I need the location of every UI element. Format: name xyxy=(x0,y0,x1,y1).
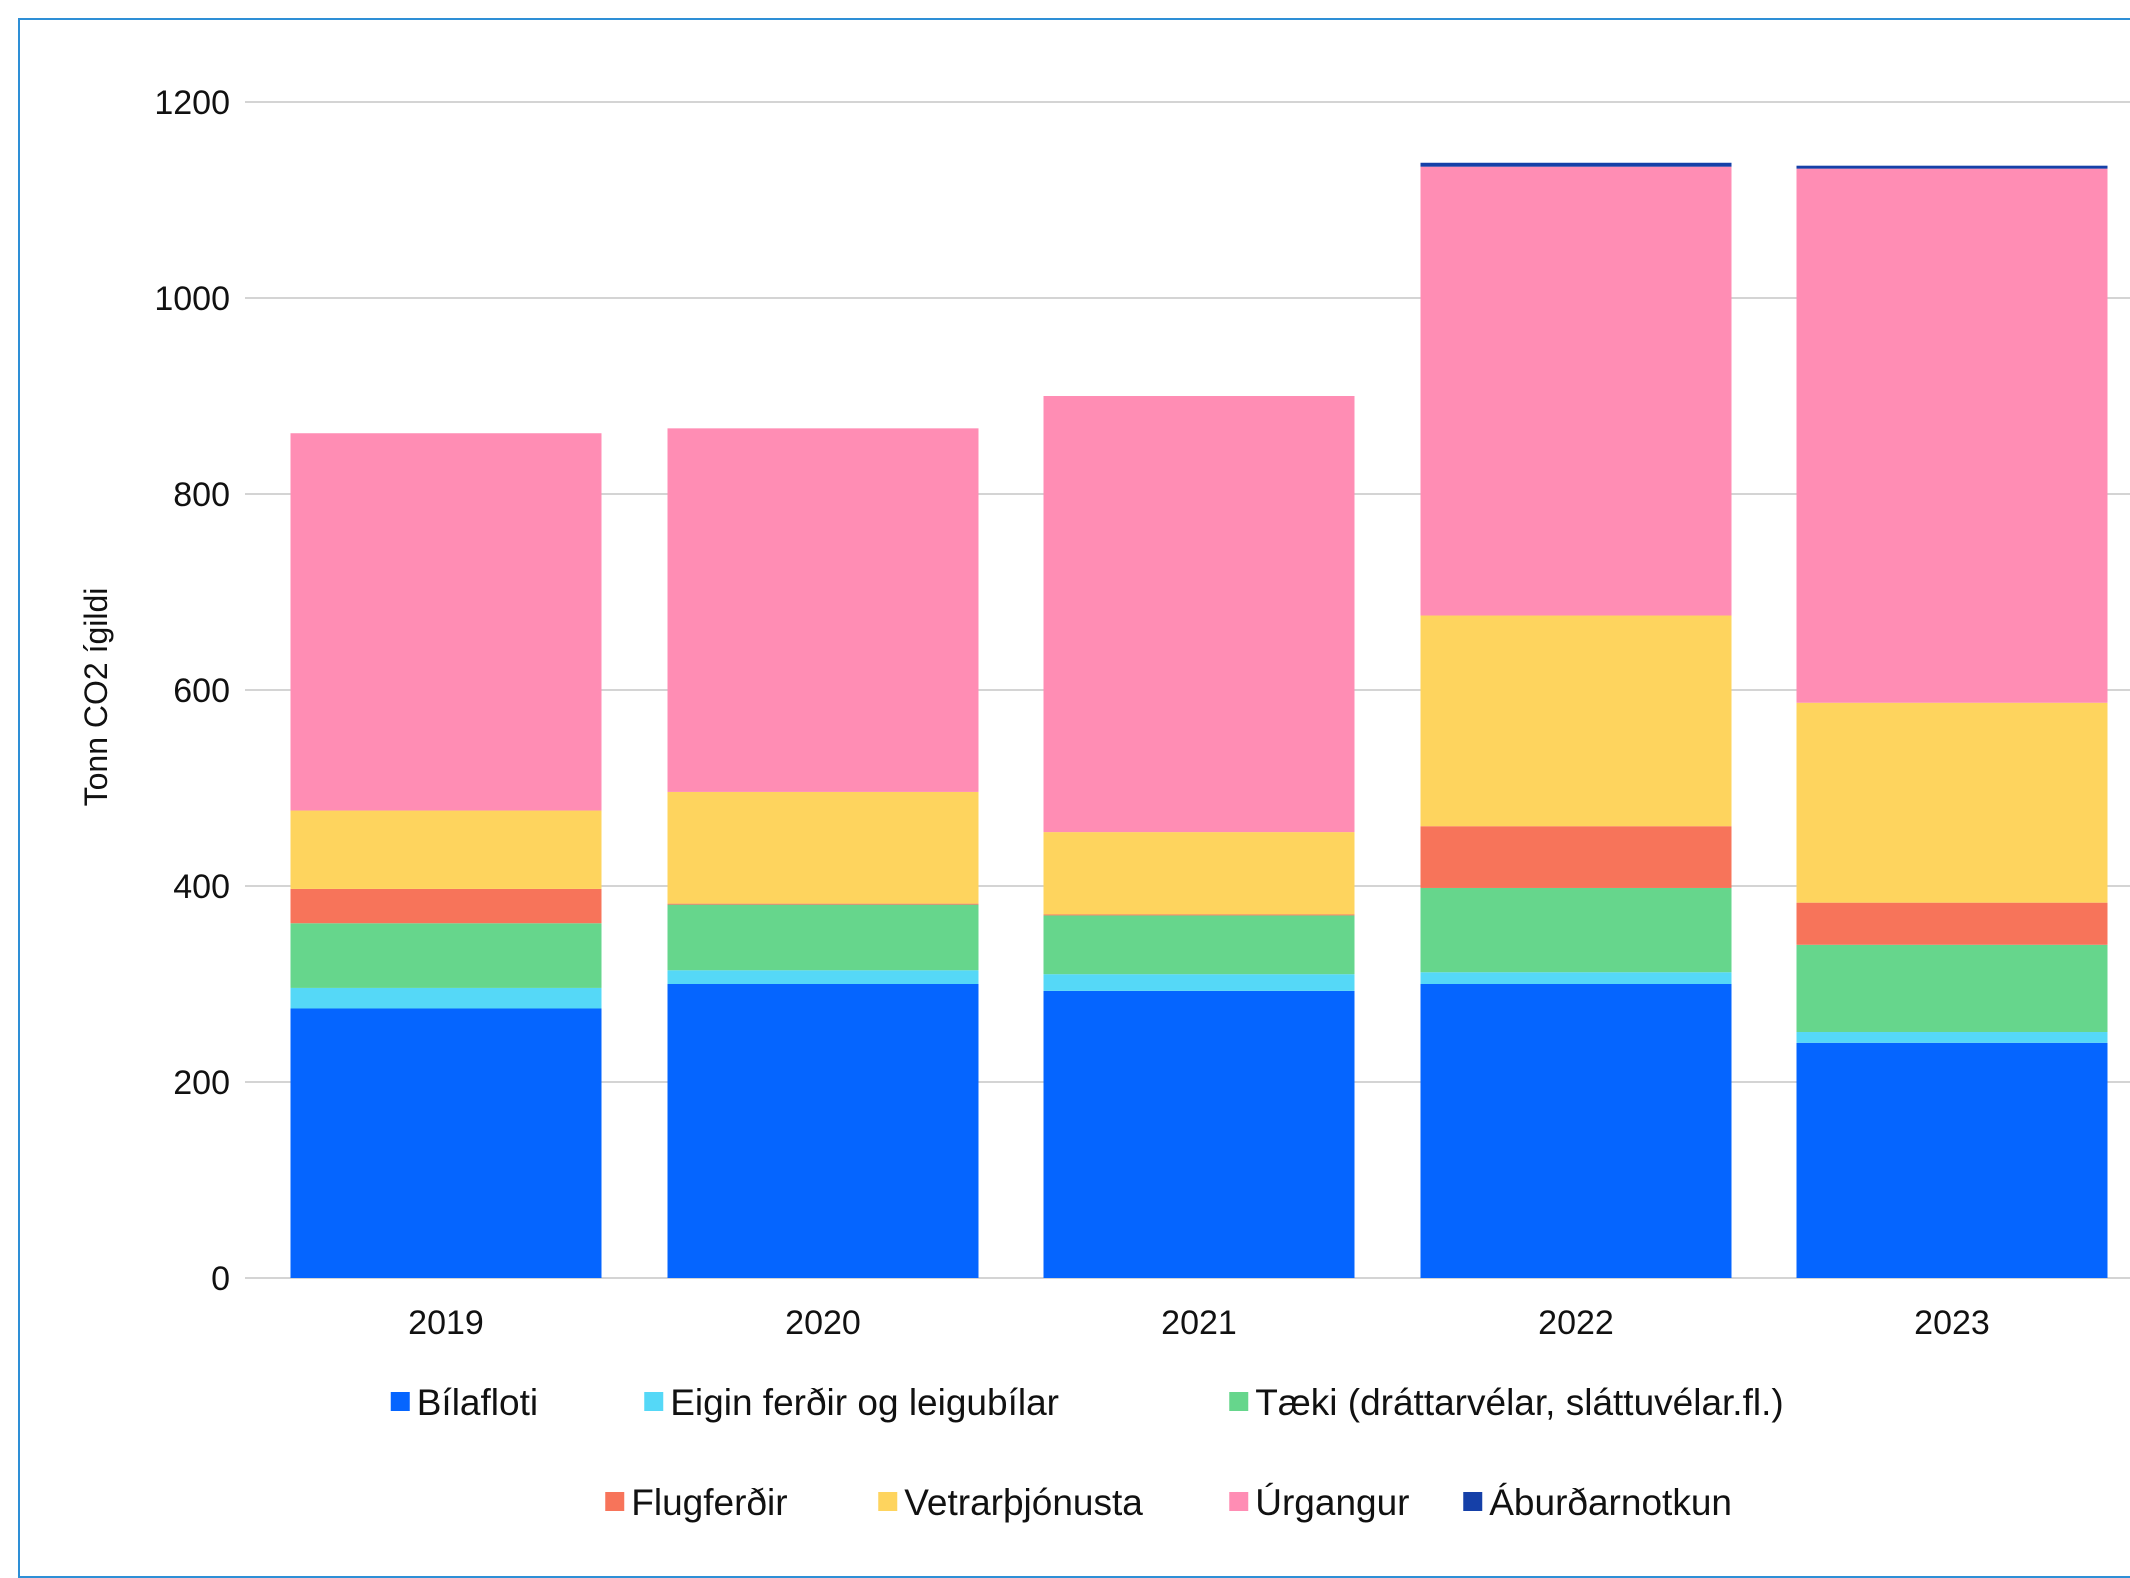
legend-label: Flugferðir xyxy=(631,1482,787,1523)
bar-segment xyxy=(1043,914,1355,916)
bar-segment xyxy=(1043,396,1355,833)
bar-segment xyxy=(1796,944,2108,1033)
legend-swatch xyxy=(1463,1492,1483,1511)
bar-segment xyxy=(1420,826,1732,888)
bar-segment xyxy=(1420,887,1732,973)
legend-label: Áburðarnotkun xyxy=(1489,1482,1732,1523)
bar-segment xyxy=(290,888,602,924)
legend-swatch xyxy=(390,1392,410,1411)
bar-segment xyxy=(667,984,979,1278)
bar-segment xyxy=(1796,1042,2108,1278)
legend-label: Tæki (dráttarvélar, sláttuvélar.fl.) xyxy=(1255,1382,1783,1423)
legend-label: Úrgangur xyxy=(1255,1482,1409,1523)
bar-segment xyxy=(667,903,979,905)
bar-segment xyxy=(1420,615,1732,827)
bar-segment xyxy=(1796,702,2108,903)
legend-swatch xyxy=(1229,1392,1249,1411)
legend-label: Bílafloti xyxy=(417,1382,538,1423)
bar-segment xyxy=(1420,162,1732,167)
bar-segment xyxy=(1796,168,2108,703)
x-tick-label: 2022 xyxy=(1538,1304,1614,1342)
bar-segment xyxy=(1420,166,1732,616)
y-tick-label: 0 xyxy=(211,1260,230,1298)
bar-segment xyxy=(1043,990,1355,1278)
bar-segment xyxy=(290,923,602,988)
bar-segment xyxy=(290,987,602,1009)
bar-segment xyxy=(667,428,979,792)
bar-segment xyxy=(667,970,979,984)
bar-segment xyxy=(290,433,602,811)
y-tick-label: 200 xyxy=(173,1064,230,1102)
y-tick-label: 600 xyxy=(173,672,230,710)
bar-segment xyxy=(1796,902,2108,945)
y-axis-ticks: 0 200 400 600 800 1000 1200 xyxy=(154,84,230,1298)
bar-segment xyxy=(1420,984,1732,1278)
y-tick-label: 400 xyxy=(173,868,230,906)
legend: Bílafloti Eigin ferðir og leigubílar Tæki … xyxy=(390,1382,1784,1523)
x-tick-label: 2021 xyxy=(1161,1304,1237,1342)
x-tick-label: 2019 xyxy=(408,1304,484,1342)
legend-label: Vetrarþjónusta xyxy=(904,1482,1143,1523)
legend-swatch xyxy=(605,1492,625,1511)
legend-swatch xyxy=(878,1492,898,1511)
bar-segment xyxy=(1043,832,1355,915)
bar-segment xyxy=(1043,974,1355,991)
bar-segment xyxy=(290,1008,602,1278)
x-tick-label: 2023 xyxy=(1914,1304,1990,1342)
y-axis-title: Tonn CO2 ígildi xyxy=(78,588,114,807)
legend-label: Eigin ferðir og leigubílar xyxy=(670,1382,1059,1423)
legend-swatch xyxy=(644,1392,664,1411)
bar-segment xyxy=(290,810,602,889)
bars xyxy=(290,162,2108,1278)
x-axis-ticks: 2019 2020 2021 2022 2023 xyxy=(408,1304,1990,1342)
legend-swatch xyxy=(1229,1492,1249,1511)
bar-segment xyxy=(1796,165,2108,169)
y-tick-label: 1000 xyxy=(154,280,230,318)
bar-segment xyxy=(667,904,979,971)
bar-segment xyxy=(1043,915,1355,975)
x-tick-label: 2020 xyxy=(785,1304,861,1342)
y-tick-label: 1200 xyxy=(154,84,230,122)
bar-segment xyxy=(1796,1032,2108,1043)
bar-segment xyxy=(667,791,979,904)
bar-segment xyxy=(1420,972,1732,984)
y-tick-label: 800 xyxy=(173,476,230,514)
